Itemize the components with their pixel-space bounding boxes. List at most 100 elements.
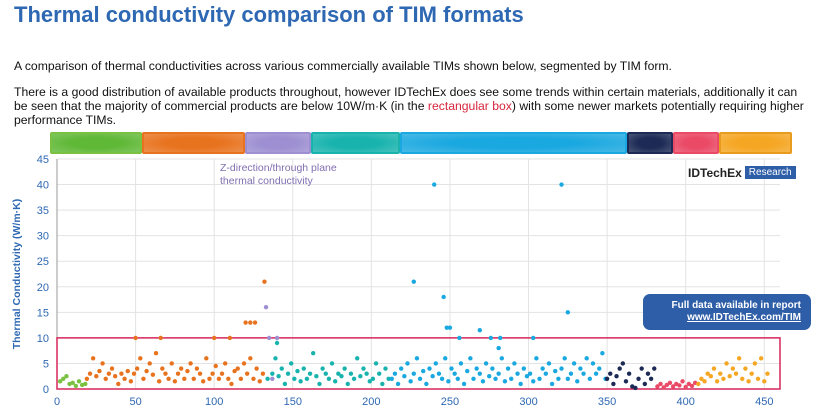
data-point	[329, 361, 335, 366]
data-point	[156, 379, 162, 384]
data-point	[248, 320, 253, 325]
data-point	[370, 376, 376, 381]
data-point	[439, 376, 445, 381]
data-point	[724, 361, 729, 366]
data-point	[399, 366, 404, 371]
tim-segment	[244, 132, 311, 154]
y-tick-label: 5	[43, 358, 49, 370]
data-point	[736, 356, 742, 361]
data-point	[213, 363, 218, 369]
data-point	[749, 371, 754, 376]
data-point	[620, 361, 626, 366]
data-point	[496, 371, 501, 376]
y-tick-label: 45	[37, 154, 49, 166]
data-point	[73, 383, 79, 389]
data-point	[175, 371, 181, 376]
data-point	[509, 376, 514, 381]
page-title: Thermal conductivity comparison of TIM f…	[14, 2, 524, 27]
data-point	[652, 366, 657, 371]
data-point	[571, 361, 577, 366]
data-point	[345, 381, 350, 387]
data-point	[109, 366, 115, 371]
description-text-b: ) with some newer markets potentially re…	[14, 99, 804, 127]
tim-segment	[142, 132, 245, 154]
data-point	[200, 379, 206, 384]
data-point	[238, 376, 244, 381]
data-point	[288, 361, 294, 366]
data-point	[458, 361, 464, 366]
data-point	[367, 379, 372, 384]
description-paragraph-1: A comparison of thermal conductivities a…	[14, 59, 672, 73]
data-point	[211, 335, 217, 341]
data-point	[61, 376, 66, 381]
data-point	[270, 371, 275, 376]
data-point	[524, 374, 530, 379]
data-point	[686, 381, 692, 387]
data-point	[128, 379, 134, 384]
data-point	[279, 366, 284, 371]
y-tick-label: 10	[37, 333, 49, 345]
data-point	[232, 368, 237, 374]
tim-segment	[627, 132, 674, 154]
data-point	[191, 376, 196, 381]
data-point	[578, 366, 583, 371]
data-point	[432, 182, 437, 187]
data-point	[402, 374, 407, 379]
highlight-box	[56, 337, 781, 390]
data-point	[116, 381, 121, 387]
data-point	[169, 361, 174, 366]
data-point	[540, 366, 545, 371]
data-point	[639, 366, 644, 371]
data-point	[568, 371, 574, 376]
data-point	[361, 366, 366, 371]
data-point	[134, 366, 140, 371]
data-point	[521, 366, 527, 371]
data-point	[395, 381, 401, 387]
tim-segment	[310, 132, 400, 154]
data-point	[433, 361, 438, 366]
data-point	[543, 371, 549, 376]
full-data-callout[interactable]: Full data available in report www.IDTech…	[643, 294, 811, 330]
data-point	[593, 371, 599, 376]
data-point	[743, 366, 748, 371]
data-point	[436, 371, 442, 376]
data-point	[364, 371, 369, 376]
x-tick-label: 150	[284, 396, 302, 408]
data-point	[534, 356, 539, 361]
data-point	[314, 374, 319, 379]
x-tick-label: 450	[755, 396, 773, 408]
data-point	[658, 381, 663, 387]
data-point	[636, 376, 641, 381]
data-point	[355, 356, 360, 361]
data-point	[257, 379, 262, 384]
data-point	[664, 382, 670, 388]
data-point	[106, 371, 112, 376]
data-point	[455, 376, 460, 381]
data-point	[373, 361, 379, 366]
callout-link[interactable]: www.IDTechEx.com/TIM	[687, 312, 801, 323]
data-point	[182, 376, 187, 381]
data-point	[276, 374, 281, 379]
data-point	[282, 381, 288, 387]
data-point	[252, 320, 258, 325]
data-point	[241, 361, 247, 366]
data-point	[608, 371, 613, 376]
data-point	[553, 368, 558, 374]
data-point	[411, 371, 416, 376]
data-point	[274, 335, 280, 341]
data-point	[323, 371, 328, 376]
data-point	[295, 368, 300, 374]
data-point	[740, 376, 745, 381]
x-tick-label: 50	[129, 396, 141, 408]
data-point	[408, 379, 413, 384]
data-point	[502, 379, 508, 384]
data-point	[141, 376, 146, 381]
data-point	[587, 376, 593, 381]
x-tick-label: 100	[205, 396, 223, 408]
y-tick-label: 25	[37, 256, 49, 268]
data-point	[153, 351, 159, 356]
rectangular-box-highlight: rectangular box	[427, 99, 512, 113]
x-tick-label: 250	[441, 396, 459, 408]
data-point	[493, 376, 498, 381]
data-point	[648, 376, 654, 381]
